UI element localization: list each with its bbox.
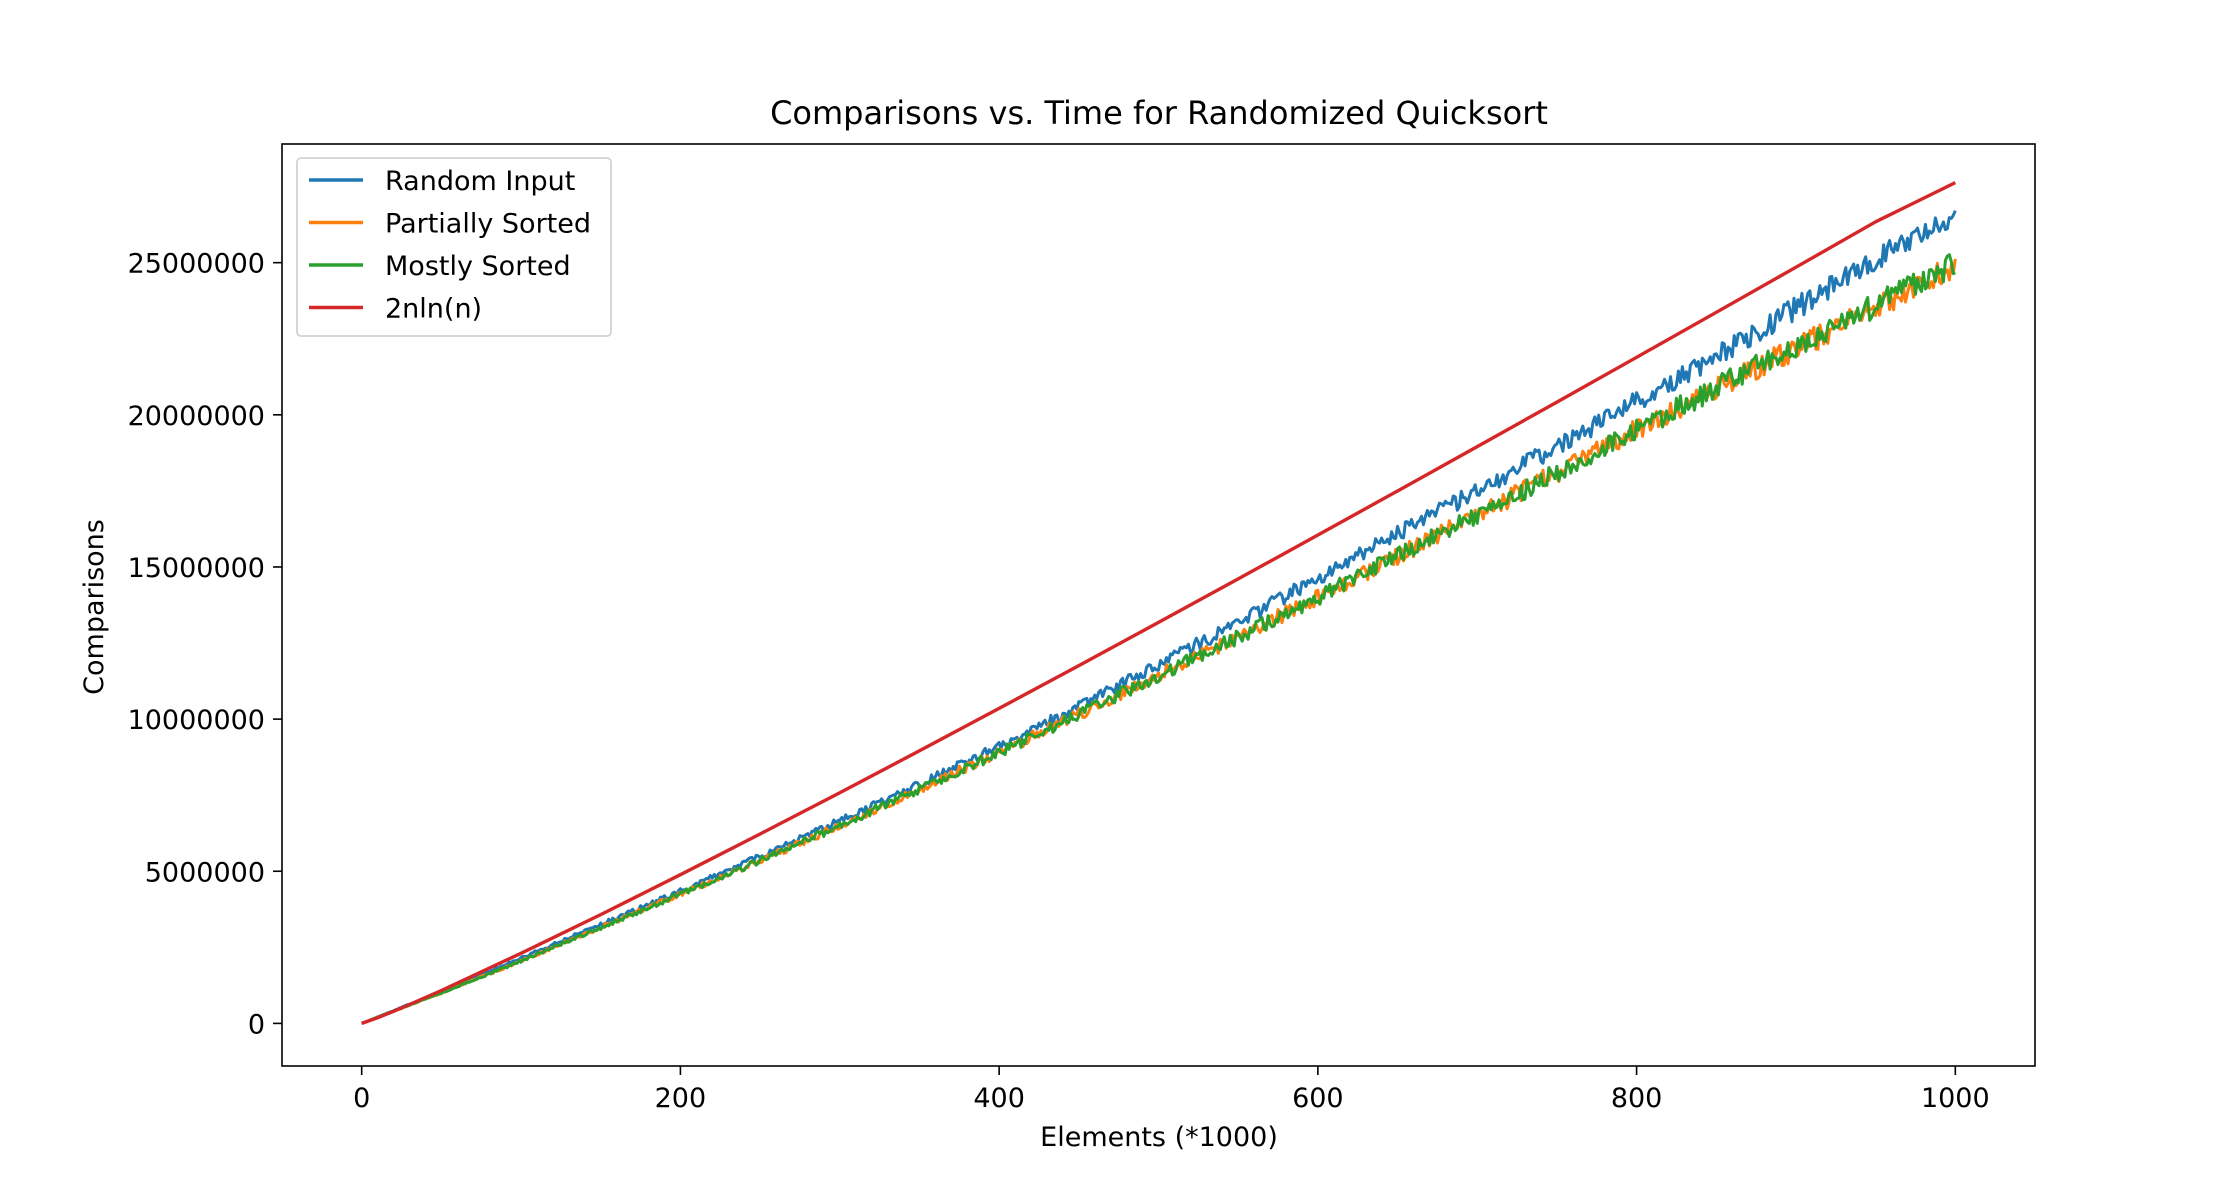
x-tick-label: 1000 (1921, 1083, 1990, 1114)
y-tick-label: 15000000 (128, 553, 265, 584)
x-tick-label: 200 (655, 1083, 707, 1114)
y-tick-label: 0 (248, 1009, 265, 1040)
y-tick-label: 5000000 (145, 857, 265, 888)
legend-label-2: Partially Sorted (385, 209, 591, 240)
y-tick-label: 25000000 (128, 249, 265, 280)
x-tick-label: 0 (353, 1083, 370, 1114)
legend-label-4: 2nln(n) (385, 294, 482, 325)
plot-area (361, 181, 1957, 1026)
chart-title: Comparisons vs. Time for Randomized Quic… (770, 94, 1548, 132)
legend-label-1: Random Input (385, 166, 575, 197)
legend-label-3: Mostly Sorted (385, 251, 571, 282)
series-line-4 (361, 181, 1957, 1026)
axes: 0 200 400 600 800 1000 0 5000000 10000000 1500000… (128, 143, 2036, 1114)
series-line-1 (361, 210, 1957, 1025)
series-line-3 (361, 253, 1956, 1025)
x-axis-label: Elements (*1000) (1040, 1122, 1278, 1153)
y-tick-label: 10000000 (128, 705, 265, 736)
y-tick-label: 20000000 (128, 401, 265, 432)
x-tick-label: 400 (973, 1083, 1025, 1114)
x-tick-label: 600 (1292, 1083, 1344, 1114)
legend: Random Input Partially Sorted Mostly Sorte… (296, 157, 612, 337)
axes-frame (281, 143, 2036, 1067)
y-axis-label: Comparisons (79, 519, 110, 695)
legend-box (296, 157, 612, 337)
x-tick-label: 800 (1611, 1083, 1663, 1114)
series-lines (361, 181, 1957, 1026)
